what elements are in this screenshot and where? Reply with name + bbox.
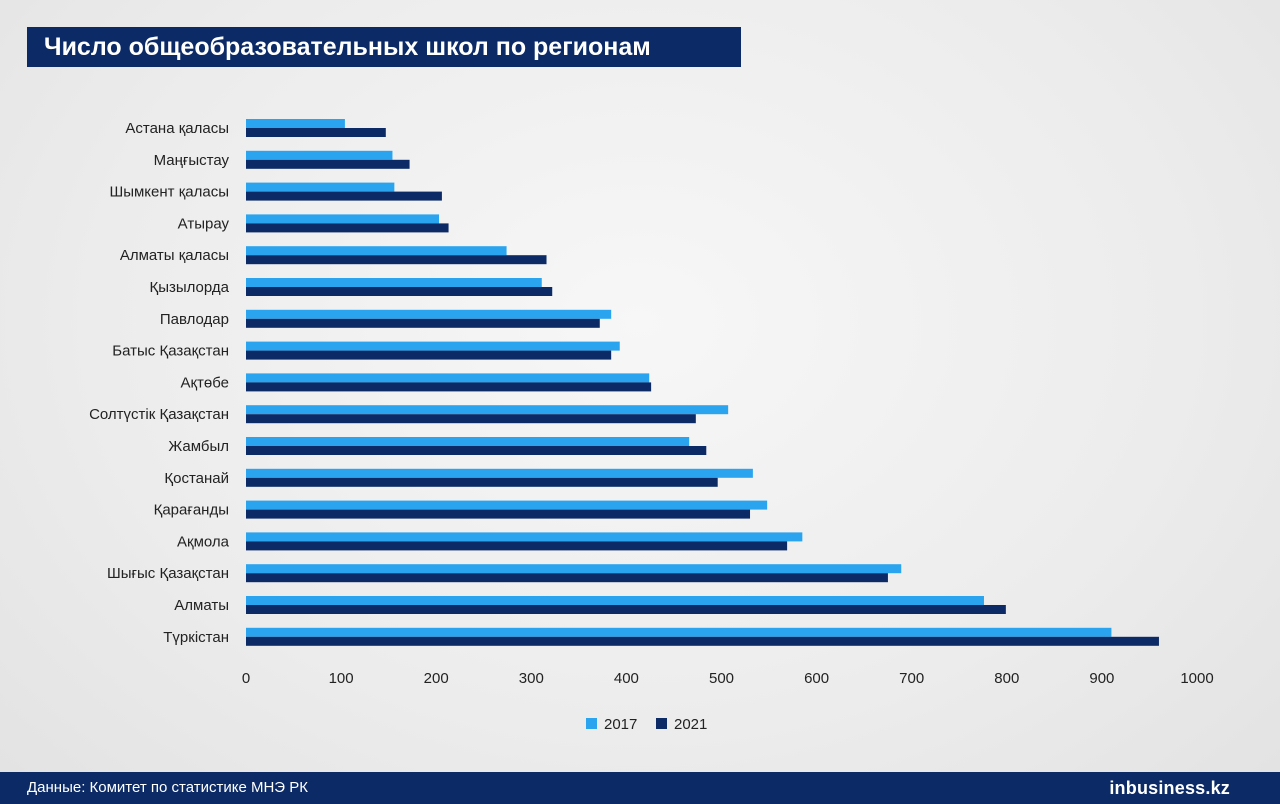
category-label: Солтүстік Қазақстан [89, 406, 229, 423]
bar-2021-12 [246, 509, 751, 519]
bar-2021-15 [246, 605, 1006, 614]
legend-swatch-2017 [586, 718, 597, 729]
bar-2017-12 [246, 500, 768, 510]
category-label: Алматы қаласы [120, 247, 229, 264]
x-tick-label: 400 [614, 670, 639, 687]
brand-logo[interactable]: inbusiness.kz [1109, 778, 1230, 798]
x-tick-label: 500 [709, 670, 734, 687]
bar-2017-9 [246, 405, 729, 415]
bar-2017-1 [246, 150, 393, 160]
bar-2021-6 [246, 318, 600, 328]
category-label: Павлодар [160, 311, 229, 328]
bar-2021-3 [246, 223, 449, 233]
bar-2021-8 [246, 382, 652, 392]
bar-2017-2 [246, 182, 395, 192]
category-label: Маңғыстау [154, 152, 230, 169]
chart-title: Число общеобразовательных школ по регион… [27, 27, 741, 67]
bar-2021-10 [246, 446, 707, 455]
bar-2017-10 [246, 437, 690, 446]
bar-2017-13 [246, 532, 803, 542]
category-label: Қостанай [164, 470, 229, 487]
category-label: Ақтөбе [180, 374, 229, 391]
bar-2021-5 [246, 287, 553, 296]
bar-2017-5 [246, 278, 542, 287]
source-note: Данные: Комитет по статистике МНЭ РК [27, 779, 308, 796]
bar-2017-11 [246, 468, 753, 478]
x-tick-label: 0 [242, 670, 250, 687]
bar-2017-3 [246, 214, 440, 224]
x-tick-label: 800 [994, 670, 1019, 687]
category-label: Түркістан [163, 629, 229, 646]
category-label: Ақмола [177, 533, 230, 550]
category-label: Қарағанды [154, 502, 229, 519]
bar-2017-4 [246, 246, 507, 256]
x-tick-label: 300 [519, 670, 544, 687]
bar-2021-7 [246, 350, 612, 360]
category-label: Батыс Қазақстан [112, 343, 229, 360]
bar-2021-9 [246, 414, 696, 424]
bar-2021-4 [246, 255, 547, 265]
x-tick-label: 700 [899, 670, 924, 687]
x-tick-label: 600 [804, 670, 829, 687]
bar-2017-7 [246, 341, 620, 351]
bar-2021-2 [246, 191, 442, 201]
bar-2021-1 [246, 159, 410, 169]
x-tick-label: 100 [329, 670, 354, 687]
category-label: Қызылорда [149, 279, 229, 296]
legend-swatch-2021 [656, 718, 667, 729]
bar-2017-16 [246, 627, 1112, 637]
bar-2017-8 [246, 373, 650, 383]
bar-2017-6 [246, 309, 612, 319]
legend-label-2021: 2021 [674, 716, 707, 733]
bar-chart: Астана қаласы Маңғыстау Шымкент қаласы Атыр… [89, 119, 1214, 733]
bar-2017-14 [246, 564, 902, 574]
x-tick-label: 200 [424, 670, 449, 687]
bar-2021-11 [246, 477, 718, 487]
x-tick-label: 900 [1089, 670, 1114, 687]
bar-2017-0 [246, 119, 345, 128]
legend-label-2017: 2017 [604, 716, 637, 733]
category-label: Шымкент қаласы [109, 184, 229, 201]
category-label: Астана қаласы [125, 120, 229, 137]
bar-2021-16 [246, 636, 1159, 646]
category-label: Жамбыл [168, 438, 229, 455]
category-label: Атырау [178, 215, 230, 232]
category-label: Шығыс Қазақстан [107, 565, 229, 582]
bar-2021-14 [246, 573, 888, 583]
bar-2021-13 [246, 541, 788, 551]
bar-2017-15 [246, 596, 984, 605]
bar-2021-0 [246, 128, 386, 137]
footer-bar: Данные: Комитет по статистике МНЭ РК inb… [0, 772, 1280, 804]
x-tick-label: 1000 [1180, 670, 1213, 687]
category-label: Алматы [174, 597, 229, 614]
